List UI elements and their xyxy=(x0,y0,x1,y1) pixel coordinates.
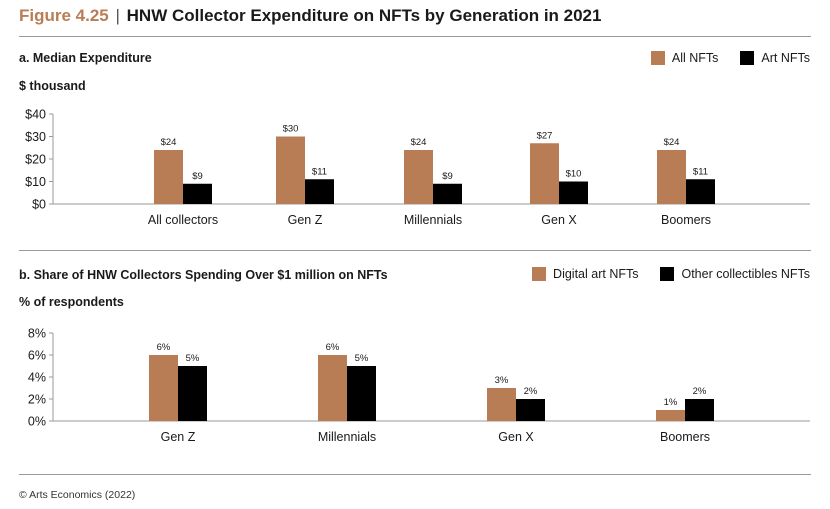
data-label-art-nfts-boomers: $11 xyxy=(693,166,708,177)
bar-art-nfts-boomers xyxy=(686,179,715,204)
figure-label: Figure 4.25 xyxy=(19,6,109,25)
chart-0-ytick-label: $10 xyxy=(25,175,46,189)
bar-all-nfts-all-collectors xyxy=(154,150,183,204)
legend-item-art-nfts: Art NFTs xyxy=(740,51,810,65)
data-label-other-collectibles-nfts-boomers: 2% xyxy=(693,386,707,397)
bar-digital-art-nfts-boomers xyxy=(656,410,685,421)
figure-title: Figure 4.25 | HNW Collector Expenditure … xyxy=(19,6,601,26)
bar-other-collectibles-nfts-gen-z xyxy=(178,366,207,421)
bar-digital-art-nfts-millennials xyxy=(318,355,347,421)
data-label-digital-art-nfts-gen-z: 6% xyxy=(157,342,171,353)
category-label-all-collectors: All collectors xyxy=(148,213,218,227)
data-label-digital-art-nfts-boomers: 1% xyxy=(664,397,678,408)
bar-other-collectibles-nfts-boomers xyxy=(685,399,714,421)
chart-1-ytick-label: 0% xyxy=(28,415,46,429)
data-label-all-nfts-all-collectors: $24 xyxy=(161,137,177,148)
legend-swatch-digital-art xyxy=(532,267,547,281)
bar-digital-art-nfts-gen-z xyxy=(149,355,178,421)
data-label-art-nfts-gen-z: $11 xyxy=(312,166,327,177)
legend-item-other-collectibles: Other collectibles NFTs xyxy=(660,267,810,281)
category-label-millennials: Millennials xyxy=(318,430,376,444)
category-label-gen-z: Gen Z xyxy=(288,213,323,227)
chart-0-ytick-label: $30 xyxy=(25,130,46,144)
category-label-gen-z: Gen Z xyxy=(161,430,196,444)
panel-b-title: b. Share of HNW Collectors Spending Over… xyxy=(19,268,388,282)
category-label-millennials: Millennials xyxy=(404,213,462,227)
panel-a-title: a. Median Expenditure xyxy=(19,51,152,65)
legend-swatch-other-collectibles xyxy=(660,267,675,281)
chart-1-ytick-label: 2% xyxy=(28,393,46,407)
legend-label-art-nfts: Art NFTs xyxy=(761,51,810,65)
bar-all-nfts-gen-x xyxy=(530,143,559,204)
legend-item-digital-art: Digital art NFTs xyxy=(532,267,638,281)
panel-b-legend: Digital art NFTs Other collectibles NFTs xyxy=(532,267,810,281)
bar-art-nfts-millennials xyxy=(433,183,462,204)
data-label-other-collectibles-nfts-gen-x: 2% xyxy=(524,386,538,397)
bar-other-collectibles-nfts-millennials xyxy=(347,366,376,421)
bar-all-nfts-millennials xyxy=(404,150,433,204)
data-label-digital-art-nfts-gen-x: 3% xyxy=(495,375,509,386)
chart-1-ytick-label: 8% xyxy=(28,327,46,341)
footer-divider xyxy=(19,474,811,475)
data-label-digital-art-nfts-millennials: 6% xyxy=(326,342,340,353)
figure-title-text: HNW Collector Expenditure on NFTs by Gen… xyxy=(126,6,602,25)
legend-item-all-nfts: All NFTs xyxy=(650,51,719,65)
chart-0-ytick-label: $20 xyxy=(25,153,46,167)
data-label-all-nfts-gen-z: $30 xyxy=(283,124,299,135)
legend-label-digital-art: Digital art NFTs xyxy=(553,267,639,281)
category-label-gen-x: Gen X xyxy=(498,430,534,444)
legend-label-all-nfts: All NFTs xyxy=(671,51,719,65)
bar-other-collectibles-nfts-gen-x xyxy=(516,399,545,421)
category-label-gen-x: Gen X xyxy=(541,213,577,227)
bar-all-nfts-gen-z xyxy=(276,136,305,204)
chart-1-ytick-label: 4% xyxy=(28,371,46,385)
bar-all-nfts-boomers xyxy=(657,150,686,204)
data-label-other-collectibles-nfts-gen-z: 5% xyxy=(186,353,200,364)
panel-b-unit: % of respondents xyxy=(19,295,124,309)
title-divider xyxy=(19,36,811,37)
data-label-art-nfts-all-collectors: $9 xyxy=(192,171,203,182)
bar-art-nfts-all-collectors xyxy=(183,183,212,204)
data-label-other-collectibles-nfts-millennials: 5% xyxy=(355,353,369,364)
panel-divider xyxy=(19,250,811,251)
legend-label-other-collectibles: Other collectibles NFTs xyxy=(681,267,810,281)
title-separator: | xyxy=(115,6,120,25)
bar-digital-art-nfts-gen-x xyxy=(487,388,516,421)
chart-1-ytick-label: 6% xyxy=(28,349,46,363)
category-label-boomers: Boomers xyxy=(661,213,711,227)
legend-swatch-art-nfts xyxy=(740,51,755,65)
panel-a-legend: All NFTs Art NFTs xyxy=(650,51,810,65)
panel-a-unit: $ thousand xyxy=(19,79,86,93)
data-label-all-nfts-boomers: $24 xyxy=(664,137,680,148)
bar-art-nfts-gen-z xyxy=(305,179,334,204)
source-credit: © Arts Economics (2022) xyxy=(19,489,136,501)
data-label-art-nfts-millennials: $9 xyxy=(442,171,453,182)
data-label-art-nfts-gen-x: $10 xyxy=(566,169,582,180)
data-label-all-nfts-millennials: $24 xyxy=(411,137,427,148)
chart-0-ytick-label: $0 xyxy=(32,198,46,212)
data-label-all-nfts-gen-x: $27 xyxy=(537,130,553,141)
bar-art-nfts-gen-x xyxy=(559,181,588,204)
chart-0-ytick-label: $40 xyxy=(25,108,46,122)
legend-swatch-all-nfts xyxy=(650,51,665,65)
category-label-boomers: Boomers xyxy=(660,430,710,444)
